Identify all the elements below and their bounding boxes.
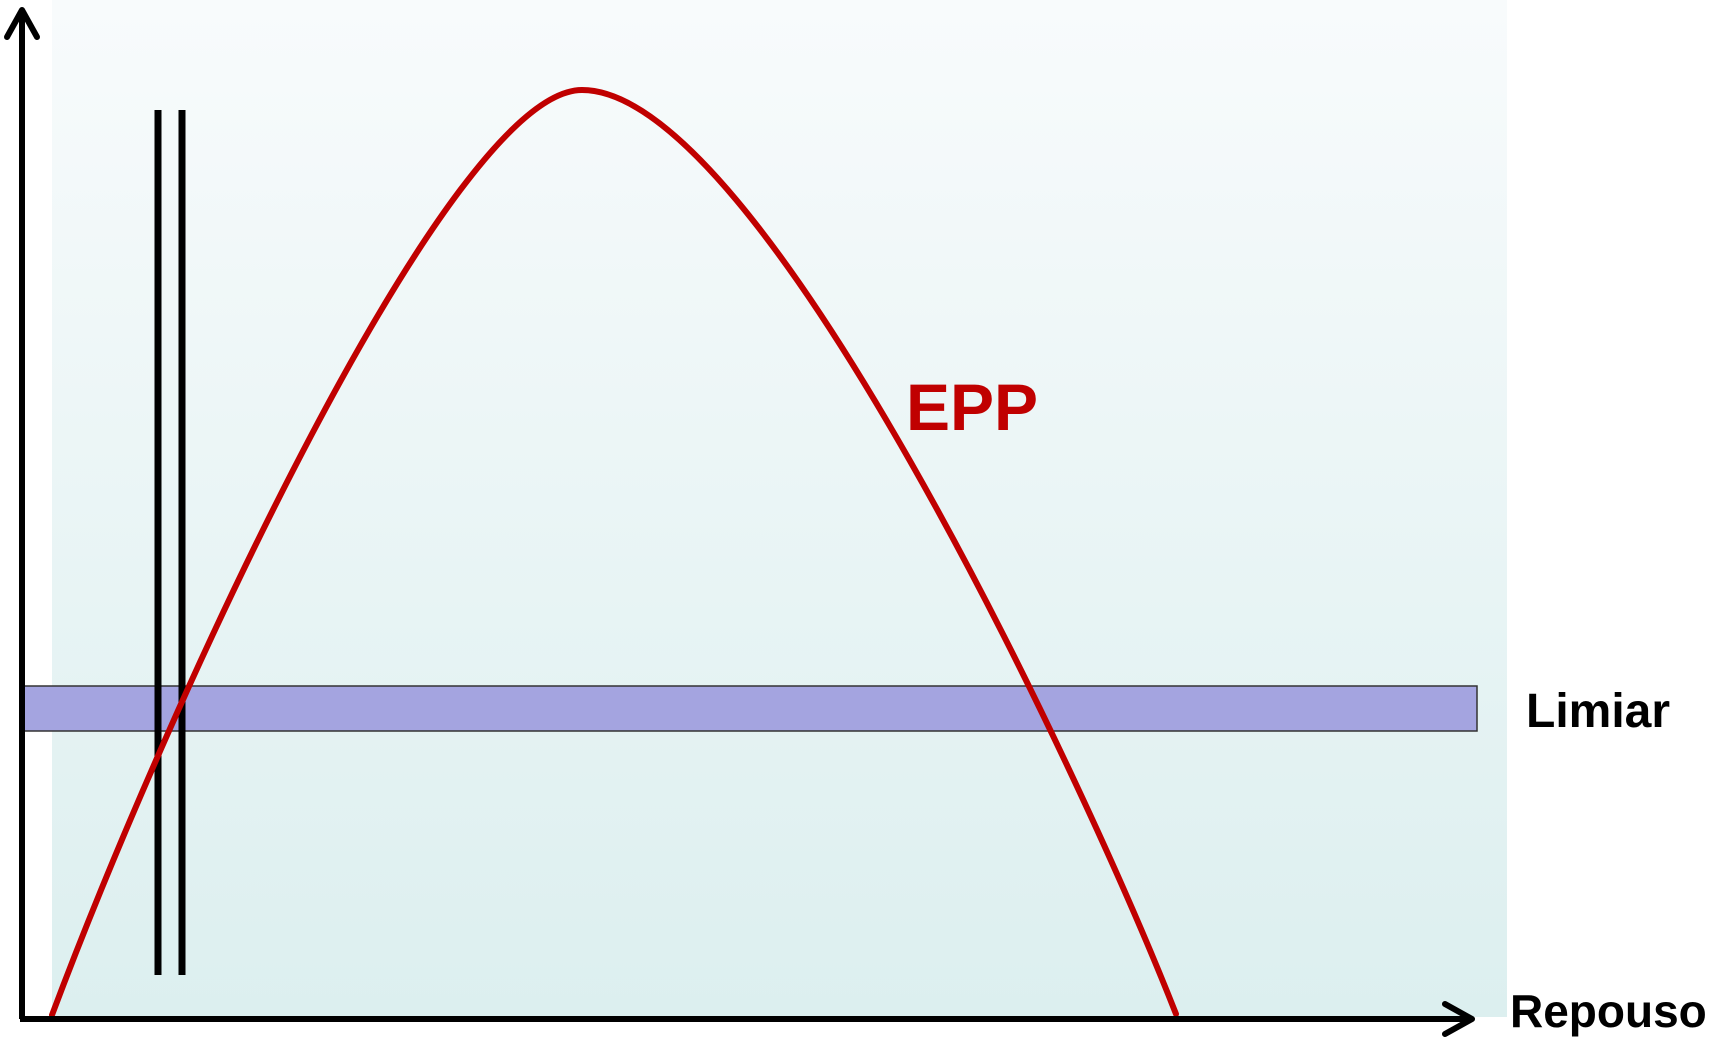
threshold-label: Limiar (1526, 685, 1671, 738)
epp-curve (49, 86, 1179, 1018)
epp-label: EPP (906, 370, 1039, 444)
x-axis-arrowhead (1442, 1001, 1475, 1037)
threshold-band (21, 685, 1478, 732)
y-axis-arrowhead (4, 7, 40, 40)
x-axis-label: Repouso (1510, 985, 1707, 1037)
plot-background (52, 0, 1507, 1017)
